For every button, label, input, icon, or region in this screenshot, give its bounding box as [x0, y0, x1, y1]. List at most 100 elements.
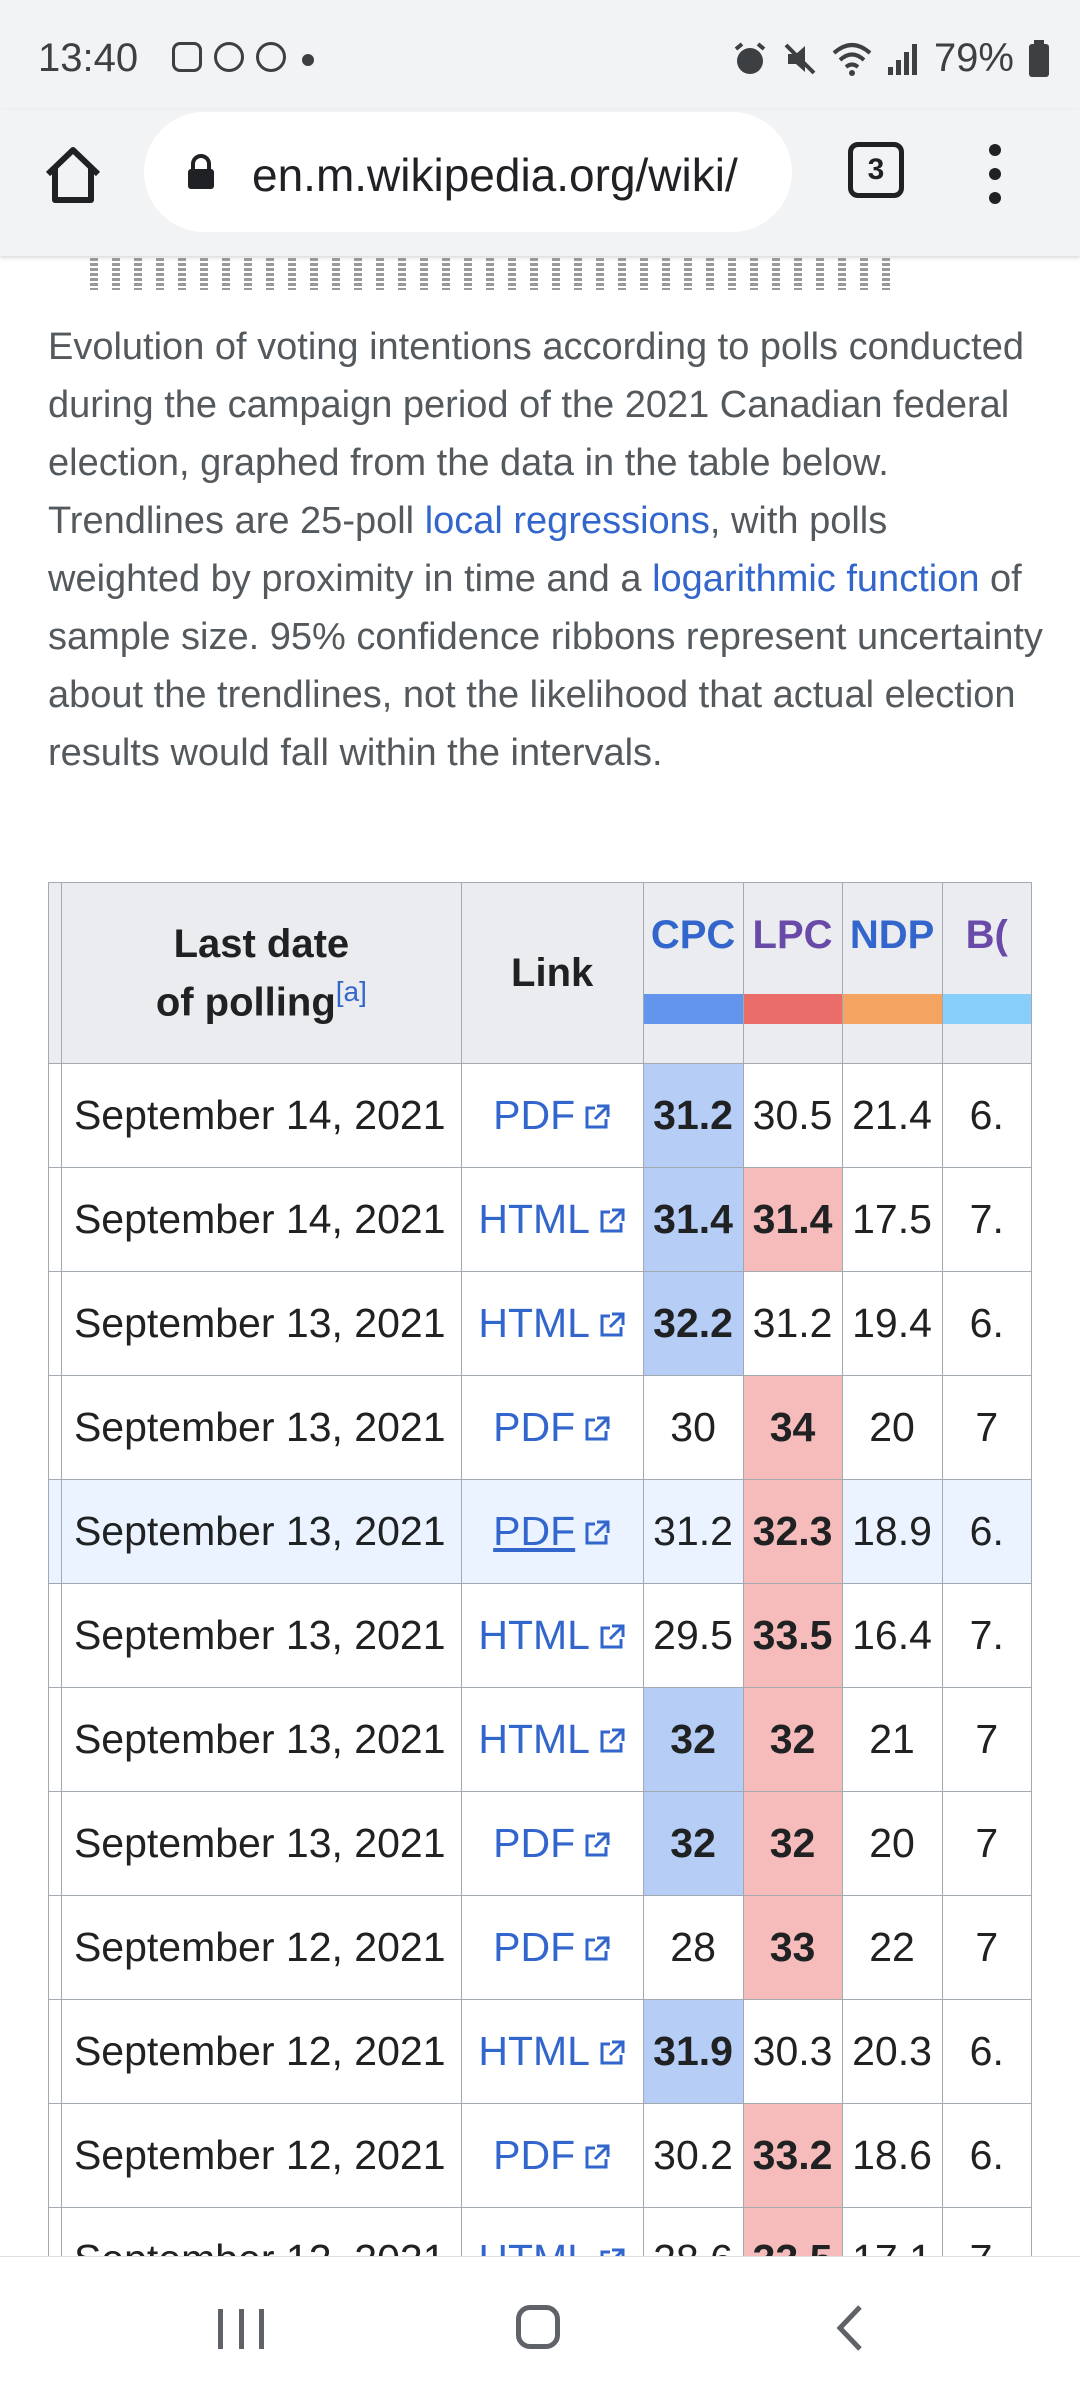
- source-link[interactable]: HTML: [460, 1167, 644, 1272]
- lpc-value: 34: [742, 1375, 843, 1480]
- ndp-value: 20.3: [841, 1999, 943, 2104]
- external-link-icon: [600, 2248, 625, 2256]
- ndp-value: 22: [841, 1895, 943, 2000]
- ndp-value: 18.9: [841, 1479, 943, 1584]
- ndp-value: 20: [841, 1375, 943, 1480]
- cpc-value: 29.5: [642, 1583, 744, 1688]
- column-header-ndp[interactable]: NDP: [841, 882, 943, 1064]
- table-row: September 13, 2021 HTML 29.5 33.5 16.4 7.: [48, 1583, 1032, 1688]
- footnote-a-link[interactable]: [a]: [335, 975, 367, 1007]
- notification-icons: [172, 42, 286, 72]
- source-link[interactable]: PDF: [460, 1375, 644, 1480]
- table-row: September 14, 2021 HTML 31.4 31.4 17.5 7.: [48, 1167, 1032, 1272]
- source-link[interactable]: HTML: [460, 1999, 644, 2104]
- cpc-value: 31.2: [642, 1479, 744, 1584]
- poll-date: September 14, 2021: [60, 1063, 462, 1168]
- local-regressions-link[interactable]: local regressions: [424, 500, 710, 542]
- external-link-icon: [600, 1312, 625, 1337]
- source-link[interactable]: PDF: [460, 1479, 644, 1584]
- cpc-value: 31.4: [642, 1167, 744, 1272]
- lpc-value: 30.3: [742, 1999, 843, 2104]
- source-link[interactable]: HTML: [460, 1271, 644, 1376]
- ndp-value: 17.1: [841, 2207, 943, 2256]
- bq-value: 7: [941, 1375, 1032, 1480]
- external-link-icon: [600, 1728, 625, 1753]
- bq-value: 6.: [941, 2103, 1032, 2208]
- chart-caption: Evolution of voting intentions according…: [48, 326, 1043, 774]
- bq-value: 7.: [941, 1167, 1032, 1272]
- lpc-value: 33.5: [742, 1583, 843, 1688]
- table-row: September 12, 2021 PDF 30.2 33.2 18.6 6.: [48, 2103, 1032, 2208]
- logarithmic-function-link[interactable]: logarithmic function: [652, 558, 980, 600]
- source-link[interactable]: PDF: [460, 2103, 644, 2208]
- ndp-value: 21.4: [841, 1063, 943, 1168]
- ndp-value: 20: [841, 1791, 943, 1896]
- viber-icon: [214, 42, 244, 72]
- url-text[interactable]: en.m.wikipedia.org/wiki/: [252, 149, 738, 201]
- source-link[interactable]: HTML: [460, 2207, 644, 2256]
- wifi-icon: [832, 42, 872, 76]
- poll-date: September 13, 2021: [60, 1687, 462, 1792]
- lpc-value: 33: [742, 1895, 843, 2000]
- polling-table[interactable]: Last date of polling[a] Link CPC LPC NDP …: [48, 882, 1032, 2256]
- cpc-value: 31.9: [642, 1999, 744, 2104]
- bq-value: 6.: [941, 1479, 1032, 1584]
- more-notifications-dot: [302, 54, 314, 66]
- external-link-icon: [585, 1104, 610, 1129]
- system-icons: 79%: [732, 36, 1050, 81]
- poll-date: September 12, 2021: [60, 2207, 462, 2256]
- column-header-link[interactable]: Link: [460, 882, 644, 1064]
- lpc-value: 32: [742, 1687, 843, 1792]
- poll-date: September 13, 2021: [60, 1791, 462, 1896]
- column-header-bq[interactable]: B(: [941, 882, 1032, 1064]
- lock-icon: [188, 154, 214, 189]
- column-header-lpc[interactable]: LPC: [742, 882, 843, 1064]
- voicemail-icon: [172, 42, 202, 72]
- cpc-value: 28: [642, 1895, 744, 2000]
- source-link[interactable]: HTML: [460, 1583, 644, 1688]
- external-link-icon: [585, 1936, 610, 1961]
- source-link[interactable]: PDF: [460, 1063, 644, 1168]
- lpc-value: 31.2: [742, 1271, 843, 1376]
- poll-date: September 14, 2021: [60, 1167, 462, 1272]
- overflow-menu-icon[interactable]: [980, 144, 1010, 204]
- home-nav-icon[interactable]: [516, 2305, 560, 2349]
- cpc-value: 31.2: [642, 1063, 744, 1168]
- recent-apps-icon[interactable]: [218, 2309, 264, 2349]
- status-time: 13:40: [38, 36, 139, 80]
- external-link-icon: [585, 1832, 610, 1857]
- source-link[interactable]: PDF: [460, 1895, 644, 2000]
- alarm-icon: [734, 41, 766, 74]
- table-row: September 13, 2021 HTML 32 32 21 7: [48, 1687, 1032, 1792]
- bq-value: 6.: [941, 1271, 1032, 1376]
- external-link-icon: [585, 1520, 610, 1545]
- status-bar: 13:40 79%: [0, 0, 1080, 110]
- bq-value: 7: [941, 1791, 1032, 1896]
- source-link[interactable]: HTML: [460, 1687, 644, 1792]
- cpc-value: 30.2: [642, 2103, 744, 2208]
- source-link[interactable]: PDF: [460, 1791, 644, 1896]
- table-row: September 12, 2021 HTML 31.9 30.3 20.3 6.: [48, 1999, 1032, 2104]
- chart-axis-labels: [90, 258, 910, 292]
- table-row: September 13, 2021 PDF 32 32 20 7: [48, 1791, 1032, 1896]
- ndp-value: 16.4: [841, 1583, 943, 1688]
- address-bar[interactable]: en.m.wikipedia.org/wiki/: [144, 112, 792, 232]
- external-link-icon: [600, 1624, 625, 1649]
- ndp-value: 19.4: [841, 1271, 943, 1376]
- browser-toolbar: en.m.wikipedia.org/wiki/ 3: [0, 110, 1080, 256]
- home-icon[interactable]: [38, 140, 108, 210]
- table-row: September 13, 2021 PDF 30 34 20 7: [48, 1375, 1032, 1480]
- lpc-value: 31.4: [742, 1167, 843, 1272]
- table-row: September 14, 2021 PDF 31.2 30.5 21.4 6.: [48, 1063, 1032, 1168]
- column-header-date[interactable]: Last date of polling[a]: [60, 882, 462, 1064]
- lpc-value: 33.2: [742, 2103, 843, 2208]
- lpc-value: 32.3: [742, 1479, 843, 1584]
- back-icon[interactable]: [830, 2303, 870, 2353]
- bq-value: 6.: [941, 1999, 1032, 2104]
- cpc-value: 30: [642, 1375, 744, 1480]
- external-link-icon: [585, 1416, 610, 1441]
- table-row: September 12, 2021HTML28.633.517.17.: [48, 2207, 1032, 2256]
- column-header-cpc[interactable]: CPC: [642, 882, 744, 1064]
- cpc-value: 32: [642, 1687, 744, 1792]
- tab-switcher-button[interactable]: 3: [848, 142, 904, 198]
